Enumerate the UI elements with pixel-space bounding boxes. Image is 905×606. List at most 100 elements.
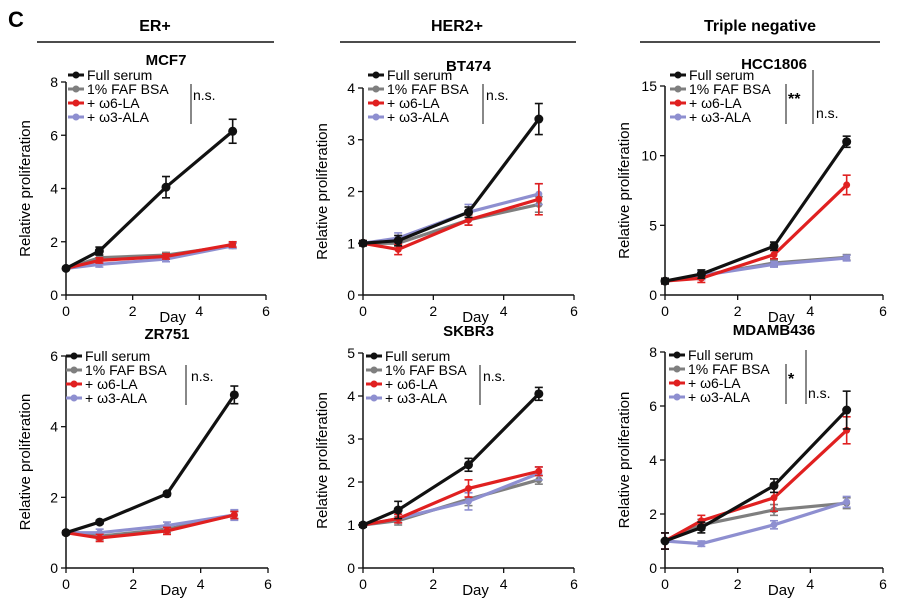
y-axis-label: Relative proliferation: [616, 122, 633, 259]
y-tick-label: 2: [50, 234, 58, 250]
series-full-serum: [358, 102, 544, 248]
data-point: [162, 489, 172, 499]
series-line: [362, 471, 540, 527]
series-line: [65, 244, 233, 270]
group-title-triple-negative: Triple negative: [704, 18, 816, 35]
y-axis-label: Relative proliferation: [314, 123, 331, 260]
y-tick-label: 3: [347, 431, 355, 447]
legend-label: Full serum: [87, 67, 152, 83]
legend-swatch-marker: [372, 71, 380, 79]
legend-swatch-marker: [673, 393, 681, 401]
legend-label: + ω6-LA: [87, 95, 140, 111]
legend-label: + ω3-ALA: [87, 109, 150, 125]
legend-label: Full serum: [85, 348, 150, 364]
data-point: [770, 521, 778, 529]
chart-bt474: BT474 0 1 2 3 4 0 2 4 6 Day Relative proliferation F…: [314, 58, 578, 326]
data-point: [163, 527, 171, 535]
legend-label: + ω3-ALA: [689, 109, 752, 125]
significance-label: *: [788, 371, 795, 388]
significance-label: n.s.: [816, 105, 839, 121]
significance-label: n.s.: [193, 87, 216, 103]
legend-label: + ω3-ALA: [387, 109, 450, 125]
legend-label: Full serum: [688, 347, 753, 363]
data-point: [94, 246, 104, 256]
legend-label: + ω3-ALA: [385, 390, 448, 406]
legend-swatch-marker: [674, 71, 682, 79]
data-point: [534, 114, 544, 124]
significance-label: **: [788, 91, 801, 108]
legend-swatch-marker: [673, 379, 681, 387]
legend-label: 1% FAF BSA: [87, 81, 169, 97]
legend-swatch-marker: [372, 85, 380, 93]
data-point: [465, 216, 472, 224]
data-point: [842, 137, 852, 147]
data-point: [770, 251, 778, 259]
y-tick-label: 5: [649, 217, 657, 233]
x-tick-label: 0: [62, 576, 70, 592]
data-point: [535, 195, 543, 203]
data-point: [95, 517, 105, 527]
chart-title: ZR751: [144, 326, 189, 343]
legend-swatch-marker: [370, 394, 378, 402]
legend-swatch-marker: [70, 380, 78, 388]
x-axis-label: Day: [462, 582, 489, 599]
series-line: [363, 202, 540, 245]
legend-label: Full serum: [387, 67, 452, 83]
series-omega3-ala: [359, 182, 543, 247]
series-full-serum: [61, 385, 239, 538]
legend-swatch-marker: [674, 113, 682, 121]
x-tick-label: 4: [806, 576, 814, 592]
legend-swatch-marker: [372, 113, 380, 121]
x-tick-label: 4: [197, 576, 205, 592]
legend-label: + ω6-LA: [85, 376, 138, 392]
significance-label: n.s.: [808, 385, 831, 401]
legend-swatch-marker: [372, 99, 380, 107]
x-tick-label: 0: [661, 303, 669, 319]
data-point: [161, 182, 171, 192]
x-tick-label: 6: [264, 576, 272, 592]
x-tick-label: 0: [359, 303, 367, 319]
legend-label: + ω3-ALA: [85, 390, 148, 406]
series-line: [362, 118, 541, 245]
legend-label: 1% FAF BSA: [688, 361, 770, 377]
data-point: [61, 528, 71, 538]
series-line: [65, 242, 233, 270]
chart-title: MCF7: [146, 52, 187, 69]
y-tick-label: 15: [641, 78, 657, 94]
x-axis-label: Day: [462, 309, 489, 326]
x-tick-label: 2: [734, 303, 742, 319]
data-point: [230, 511, 238, 519]
panel-letter: C: [8, 7, 24, 32]
y-tick-label: 1: [347, 517, 355, 533]
y-tick-label: 8: [50, 74, 58, 90]
legend-swatch-marker: [370, 366, 378, 374]
x-tick-label: 4: [500, 576, 508, 592]
group-title-her2: HER2+: [431, 18, 483, 35]
chart-zr751: ZR751 0 2 4 6 0 2 4 6 Day Relative proliferation Fu…: [17, 326, 272, 599]
y-tick-label: 6: [649, 398, 657, 414]
legend-swatch-marker: [674, 99, 682, 107]
series-line: [362, 197, 540, 252]
y-tick-label: 2: [347, 474, 355, 490]
data-point: [96, 534, 104, 542]
series-line: [65, 130, 234, 270]
legend-label: + ω6-LA: [689, 95, 742, 111]
x-axis-label: Day: [159, 309, 186, 326]
data-point: [770, 494, 778, 502]
legend-label: 1% FAF BSA: [387, 81, 469, 97]
chart-title: MDAMB436: [733, 322, 816, 339]
data-point: [697, 540, 705, 548]
x-tick-label: 0: [661, 576, 669, 592]
legend-swatch-marker: [72, 71, 80, 79]
data-point: [843, 254, 851, 262]
data-point: [769, 481, 779, 491]
x-tick-label: 2: [734, 576, 742, 592]
legend-swatch-marker: [72, 85, 80, 93]
x-tick-label: 6: [570, 303, 578, 319]
x-tick-label: 2: [129, 576, 137, 592]
